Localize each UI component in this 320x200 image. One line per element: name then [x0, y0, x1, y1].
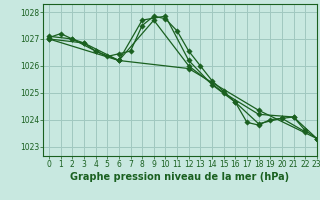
X-axis label: Graphe pression niveau de la mer (hPa): Graphe pression niveau de la mer (hPa): [70, 172, 290, 182]
